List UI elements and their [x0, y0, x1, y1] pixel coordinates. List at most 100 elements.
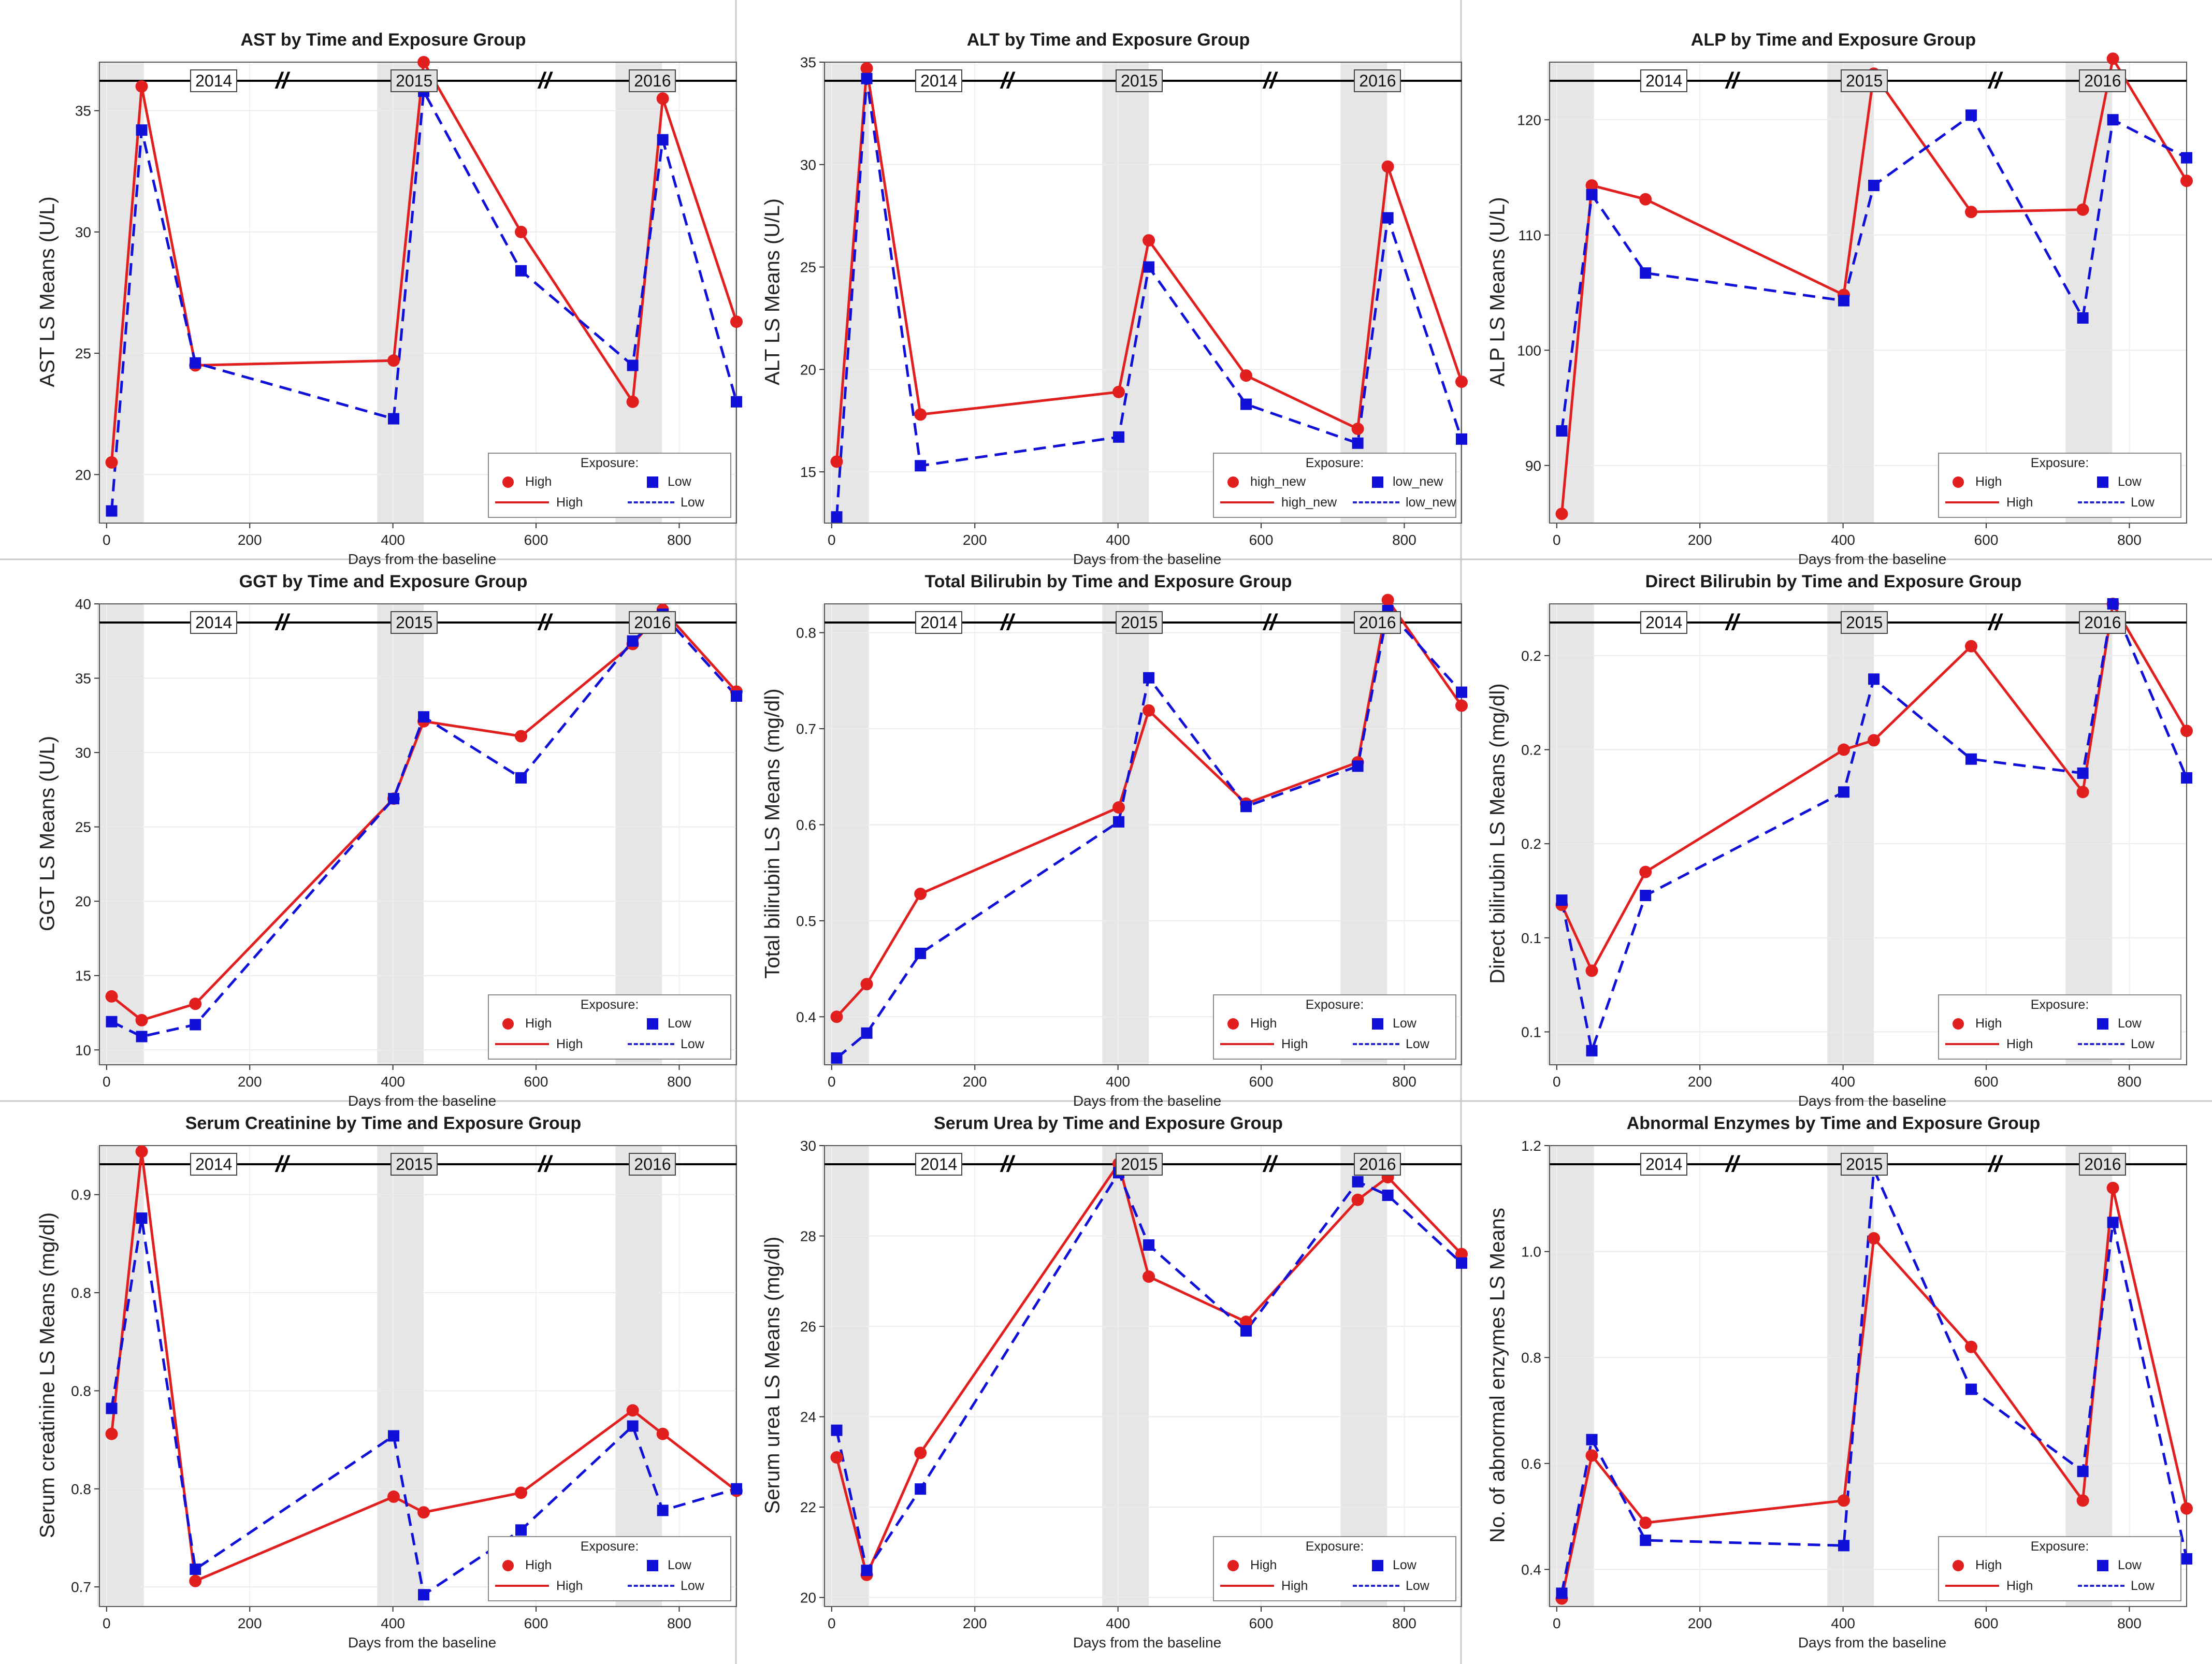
data-point-high — [189, 997, 202, 1010]
data-point-high — [1351, 423, 1364, 436]
data-point-low — [1143, 672, 1155, 684]
x-tick-label: 800 — [667, 1615, 691, 1631]
data-point-low — [1838, 1540, 1850, 1552]
legend-marker-high — [1953, 476, 1964, 488]
data-point-low — [831, 511, 843, 523]
x-axis-label: Days from the baseline — [1798, 1093, 1947, 1109]
data-point-high — [1143, 1270, 1155, 1283]
legend-title: Exposure: — [580, 997, 639, 1012]
legend-label-high-marker: High — [1250, 1558, 1277, 1572]
y-tick-label: 15 — [800, 464, 816, 480]
x-axis-label: Days from the baseline — [348, 1093, 497, 1109]
legend-label-high-marker: High — [1975, 1558, 2002, 1572]
timeline-break: // — [537, 610, 553, 635]
x-tick-label: 600 — [1974, 1074, 1999, 1090]
x-axis-label: Days from the baseline — [348, 1634, 497, 1651]
legend-box: Exposure: High Low High Low — [488, 453, 731, 518]
legend-label-low-marker: Low — [1393, 1558, 1416, 1572]
y-tick-label: 1.0 — [1521, 1244, 1541, 1260]
y-tick-label: 30 — [800, 1138, 816, 1154]
data-point-high — [2076, 786, 2089, 799]
year-marker-2015: 2015 — [1116, 611, 1163, 634]
timeline-break: // — [537, 68, 553, 93]
sampling-band — [1102, 604, 1149, 1065]
legend-line-low — [2078, 501, 2124, 503]
legend-label-low-marker: Low — [2118, 474, 2142, 489]
plot-frame — [1549, 603, 2187, 1065]
legend-box: Exposure: High Low High Low — [1213, 1536, 1456, 1601]
year-marker-2015: 2015 — [391, 69, 438, 92]
legend-line-low — [1353, 501, 1399, 503]
x-tick-label: 0 — [828, 1615, 836, 1631]
year-marker-2016: 2016 — [2079, 69, 2127, 92]
y-tick-label: 0.6 — [1521, 1456, 1541, 1472]
data-point-high — [1455, 1248, 1468, 1261]
legend-title: Exposure: — [2030, 997, 2089, 1012]
data-point-high — [1639, 1516, 1652, 1529]
legend-title: Exposure: — [1305, 997, 1364, 1012]
y-tick-label: 25 — [75, 819, 91, 835]
y-tick-label: 22 — [800, 1499, 816, 1515]
x-tick-label: 200 — [963, 532, 987, 548]
legend-label-high-line: High — [1281, 1037, 1308, 1051]
data-point-low — [418, 711, 430, 723]
data-point-high — [1639, 865, 1652, 878]
chart-panel-2: 15 20 25 30 35 0 200 400 600 800 // // ALT by Time a… — [747, 27, 1470, 568]
legend-label-low-line: Low — [2131, 495, 2155, 510]
legend-label-high-marker: High — [525, 474, 552, 489]
x-tick-label: 800 — [1392, 1615, 1416, 1631]
y-tick-label: 120 — [1517, 112, 1541, 128]
x-axis-label: Days from the baseline — [1073, 551, 1222, 567]
chart-panel-7: 0.7 0.8 0.8 0.8 0.9 0 200 400 600 800 // // Serum Cr… — [22, 1110, 745, 1652]
data-point-high — [730, 315, 743, 328]
chart-panel-9: 0.4 0.6 0.8 1.0 1.2 0 200 400 600 800 // // Abnormal… — [1472, 1110, 2195, 1652]
chart-svg: 90 100 110 120 0 200 400 600 800 // // — [1517, 52, 2193, 548]
data-point-low — [1456, 686, 1467, 698]
legend-label-high-line: High — [556, 1037, 583, 1051]
x-tick-label: 800 — [1392, 532, 1416, 548]
chart-svg: 0.1 0.1 0.2 0.2 0.2 0 200 400 600 800 // // — [1521, 598, 2193, 1090]
legend-label-low-line: Low — [681, 495, 704, 510]
legend-label-low-marker: Low — [2118, 1558, 2142, 1572]
y-tick-label: 20 — [75, 893, 91, 909]
data-point-low — [1352, 437, 1364, 449]
legend-label-low-marker: Low — [668, 1016, 691, 1031]
chart-title: GGT by Time and Exposure Group — [239, 572, 528, 591]
data-point-high — [1838, 743, 1850, 756]
chart-svg: 0.7 0.8 0.8 0.8 0.9 0 200 400 600 800 // // — [71, 1145, 743, 1631]
legend-box: Exposure: High Low High Low — [1938, 453, 2181, 518]
year-marker-2014: 2014 — [1640, 1153, 1688, 1176]
data-point-high — [2076, 1494, 2089, 1507]
legend-title: Exposure: — [1305, 1539, 1364, 1554]
year-marker-2016: 2016 — [1354, 1153, 1401, 1176]
legend-label-high-line: High — [1281, 1579, 1308, 1593]
plot-frame — [824, 1145, 1462, 1607]
data-point-low — [627, 1420, 639, 1432]
data-point-low — [1556, 1587, 1568, 1599]
sampling-band — [1547, 604, 1594, 1065]
x-axis-label: Days from the baseline — [1073, 1093, 1222, 1109]
chart-svg: 15 20 25 30 35 0 200 400 600 800 // // — [800, 54, 1468, 548]
legend-line-high — [1945, 1043, 1999, 1045]
plot-frame — [99, 1145, 737, 1607]
data-point-low — [1240, 398, 1252, 410]
y-tick-label: 0.6 — [796, 817, 816, 833]
data-point-low — [190, 1564, 201, 1575]
x-tick-label: 400 — [1831, 1074, 1855, 1090]
data-point-high — [1585, 1449, 1598, 1462]
x-tick-label: 800 — [2117, 1615, 2142, 1631]
y-tick-label: 0.2 — [1521, 648, 1541, 664]
y-tick-label: 100 — [1517, 342, 1541, 358]
data-point-low — [731, 690, 742, 702]
data-point-low — [1838, 786, 1850, 798]
data-point-low — [2107, 1217, 2119, 1228]
data-point-low — [1556, 894, 1568, 906]
y-axis-label: AST LS Means (U/L) — [36, 196, 59, 387]
data-point-low — [1456, 1257, 1467, 1269]
plot-frame — [99, 603, 737, 1065]
y-tick-label: 0.2 — [1521, 742, 1541, 758]
plot-frame — [1549, 62, 2187, 524]
x-tick-label: 600 — [524, 1074, 548, 1090]
chart-title: Serum Creatinine by Time and Exposure Gr… — [185, 1113, 582, 1133]
